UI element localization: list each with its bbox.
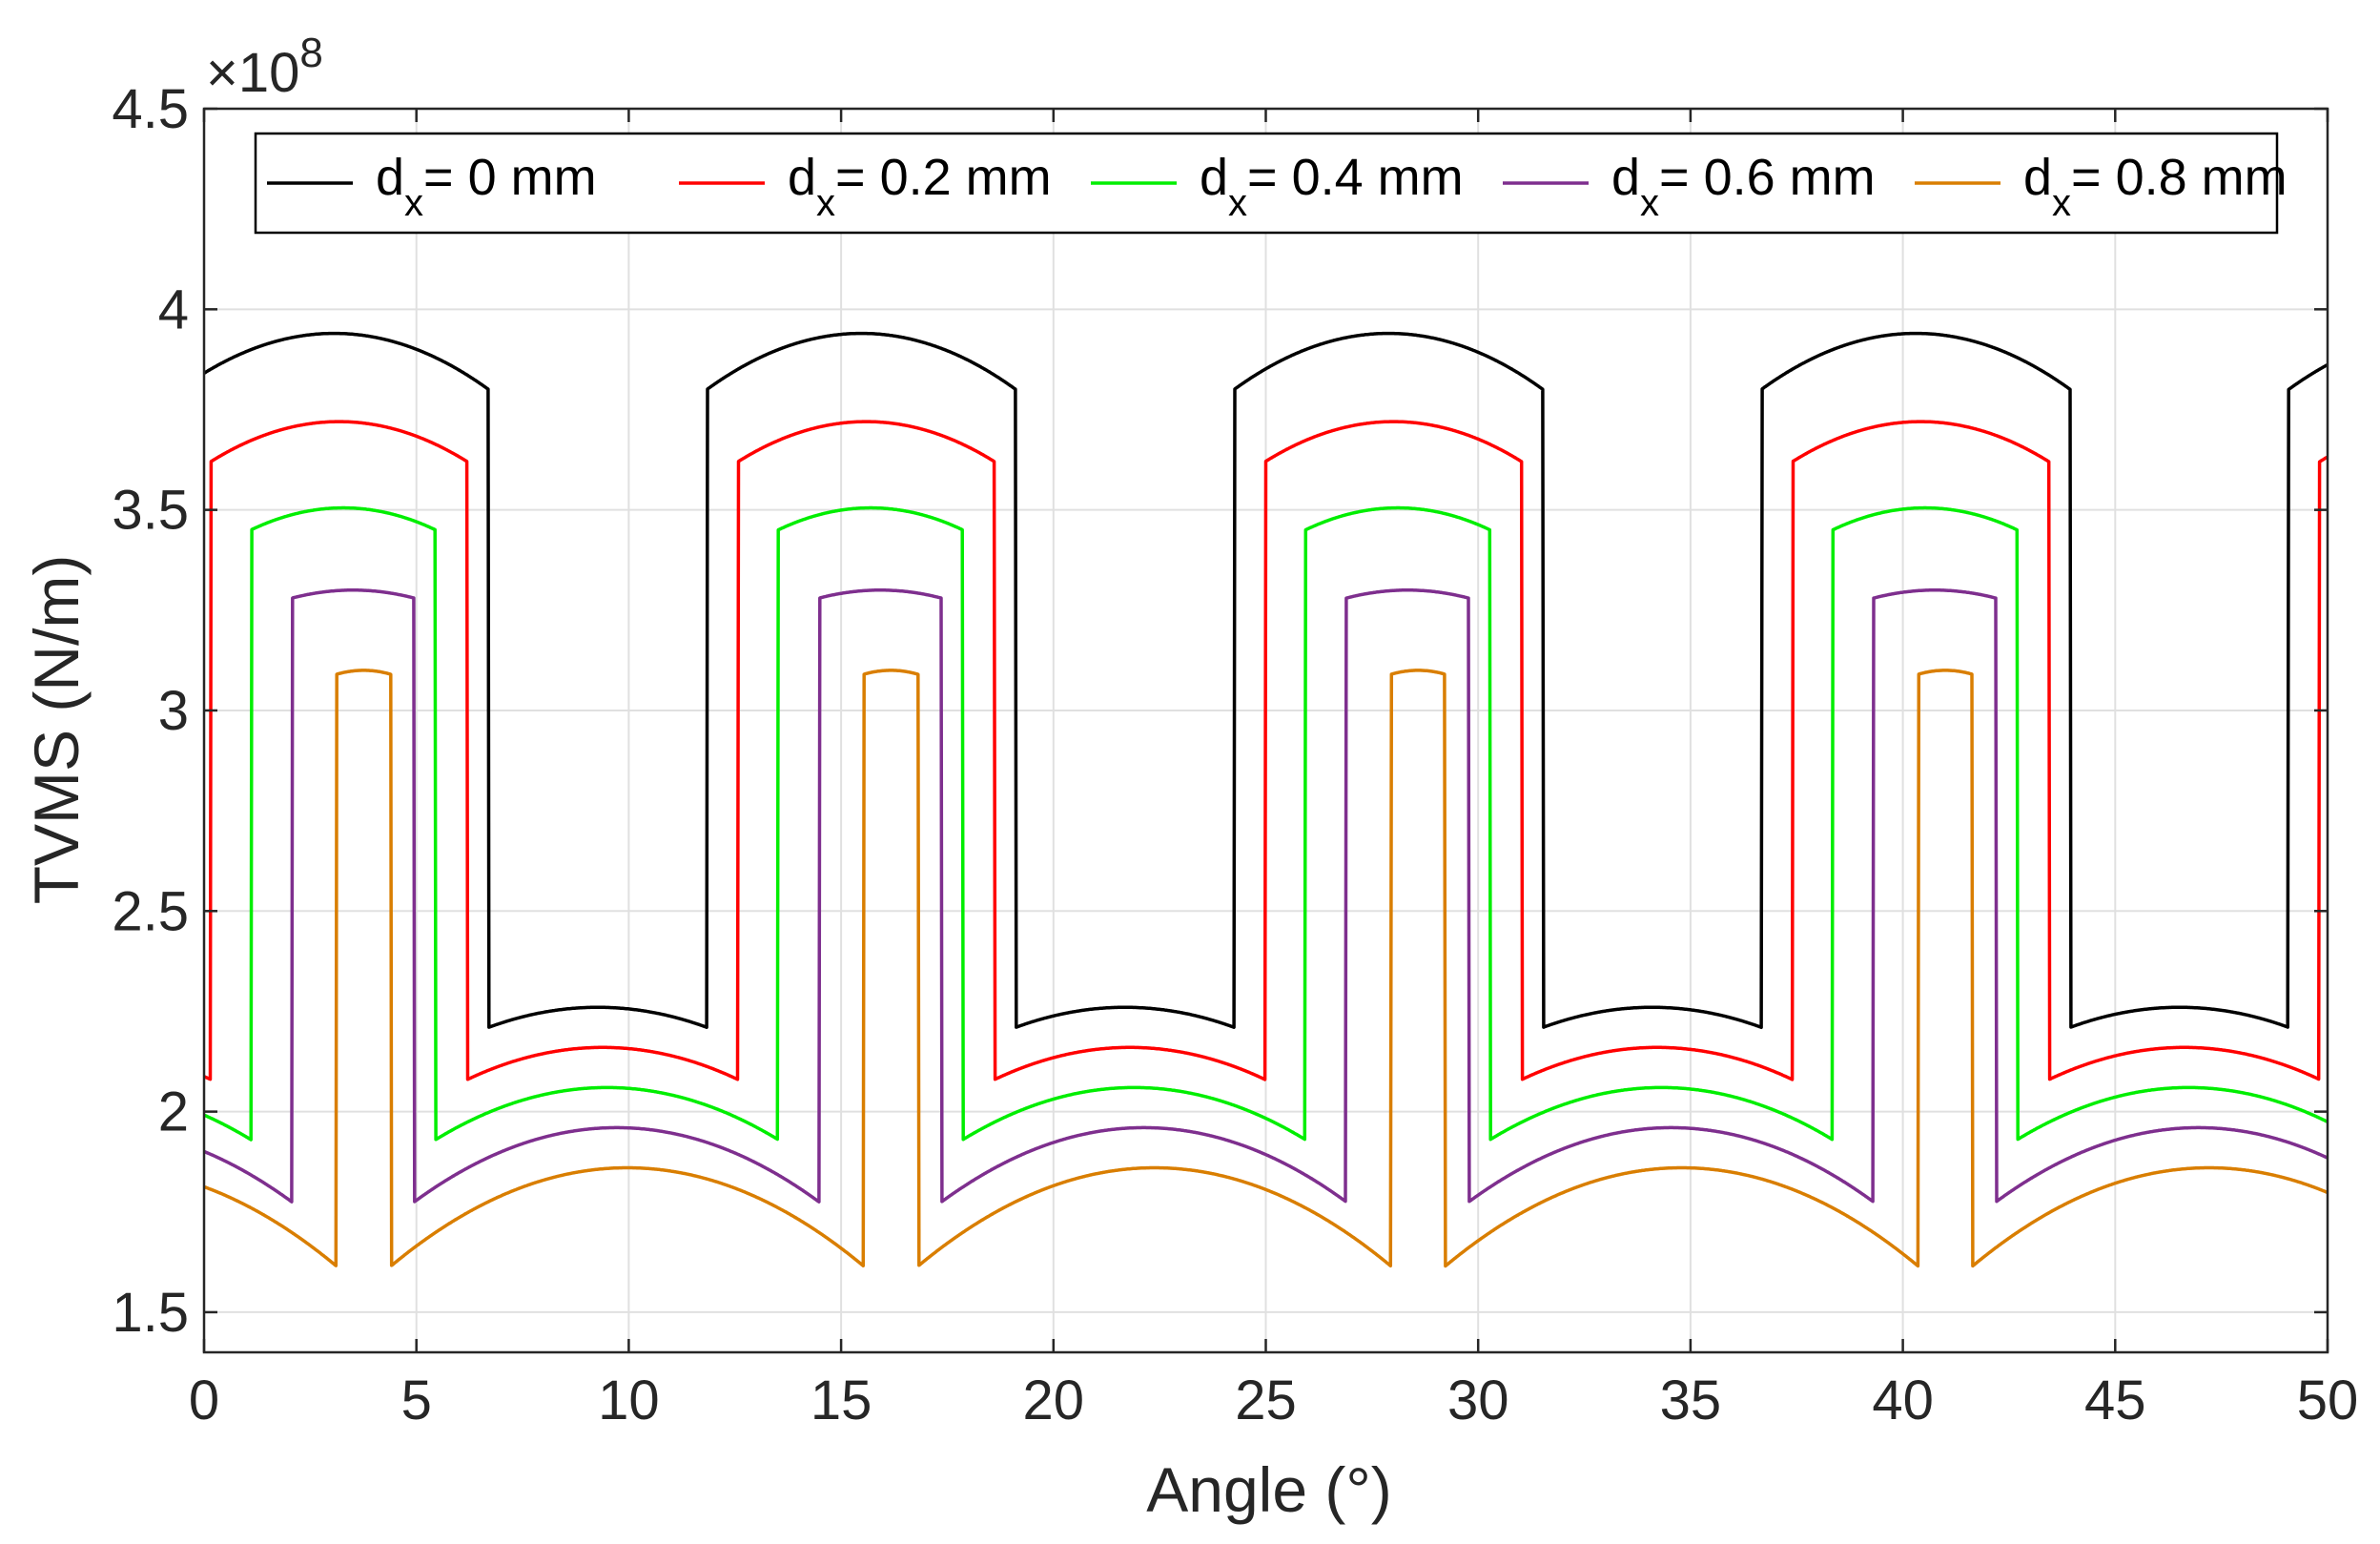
y-tick-label: 3 — [158, 680, 189, 742]
legend-rest: = 0.6 mm — [1659, 149, 1876, 206]
series-line-3 — [203, 588, 2329, 1204]
series-lines — [203, 331, 2329, 1268]
x-tick-label: 25 — [1235, 1369, 1297, 1431]
y-tick-label: 4.5 — [112, 78, 189, 140]
legend-label-4: dx= 0.8 mm — [2023, 149, 2288, 224]
axis-ticks: 0 5 10 15 20 25 30 35 40 45 50 1.5 2 2.5 3 3.5 4 4.5 — [112, 78, 2358, 1431]
y-exponent-power: 8 — [299, 30, 322, 76]
x-tick-label: 10 — [598, 1369, 660, 1431]
legend-main: d — [1200, 149, 1228, 206]
legend-label-3: dx= 0.6 mm — [1611, 149, 1876, 224]
x-tick-label: 35 — [1660, 1369, 1722, 1431]
y-tick-label: 1.5 — [112, 1282, 189, 1344]
legend: dx= 0 mm dx= 0.2 mm dx= 0.4 mm dx= 0.6 mm dx… — [254, 132, 2288, 235]
y-axis-label: TVMS (N/m) — [21, 555, 92, 905]
series-line-4 — [203, 669, 2329, 1268]
legend-main: d — [2023, 149, 2052, 206]
x-tick-label: 45 — [2084, 1369, 2146, 1431]
y-tick-label: 4 — [158, 278, 189, 340]
y-tick-label: 2 — [158, 1081, 189, 1143]
legend-subscript: x — [2052, 182, 2071, 224]
x-axis-label: Angle (°) — [1146, 1454, 1392, 1525]
x-tick-label: 30 — [1447, 1369, 1509, 1431]
legend-label-0: dx= 0 mm — [376, 149, 597, 224]
x-tick-label: 50 — [2297, 1369, 2359, 1431]
legend-label-2: dx= 0.4 mm — [1200, 149, 1464, 224]
series-line-2 — [203, 505, 2329, 1142]
x-tick-label: 0 — [189, 1369, 219, 1431]
legend-rest: = 0.4 mm — [1247, 149, 1464, 206]
legend-main: d — [788, 149, 816, 206]
legend-subscript: x — [1228, 182, 1247, 224]
legend-subscript: x — [404, 182, 423, 224]
legend-label-1: dx= 0.2 mm — [788, 149, 1052, 224]
x-tick-label: 5 — [401, 1369, 432, 1431]
legend-rest: = 0.2 mm — [835, 149, 1052, 206]
series-line-1 — [203, 420, 2329, 1081]
y-axis-exponent: ×108 — [206, 30, 323, 104]
y-tick-label: 3.5 — [112, 480, 189, 542]
legend-rest: = 0 mm — [423, 149, 597, 206]
legend-subscript: x — [1640, 182, 1659, 224]
legend-rest: = 0.8 mm — [2071, 149, 2288, 206]
series-line-0 — [203, 331, 2329, 1030]
y-tick-label: 2.5 — [112, 880, 189, 942]
y-exponent-base: ×10 — [206, 42, 299, 104]
x-tick-label: 40 — [1872, 1369, 1934, 1431]
x-tick-label: 15 — [810, 1369, 872, 1431]
legend-main: d — [1611, 149, 1640, 206]
legend-items: dx= 0 mm dx= 0.2 mm dx= 0.4 mm dx= 0.6 mm dx… — [267, 149, 2288, 224]
legend-subscript: x — [816, 182, 835, 224]
x-tick-label: 20 — [1023, 1369, 1085, 1431]
legend-main: d — [376, 149, 404, 206]
